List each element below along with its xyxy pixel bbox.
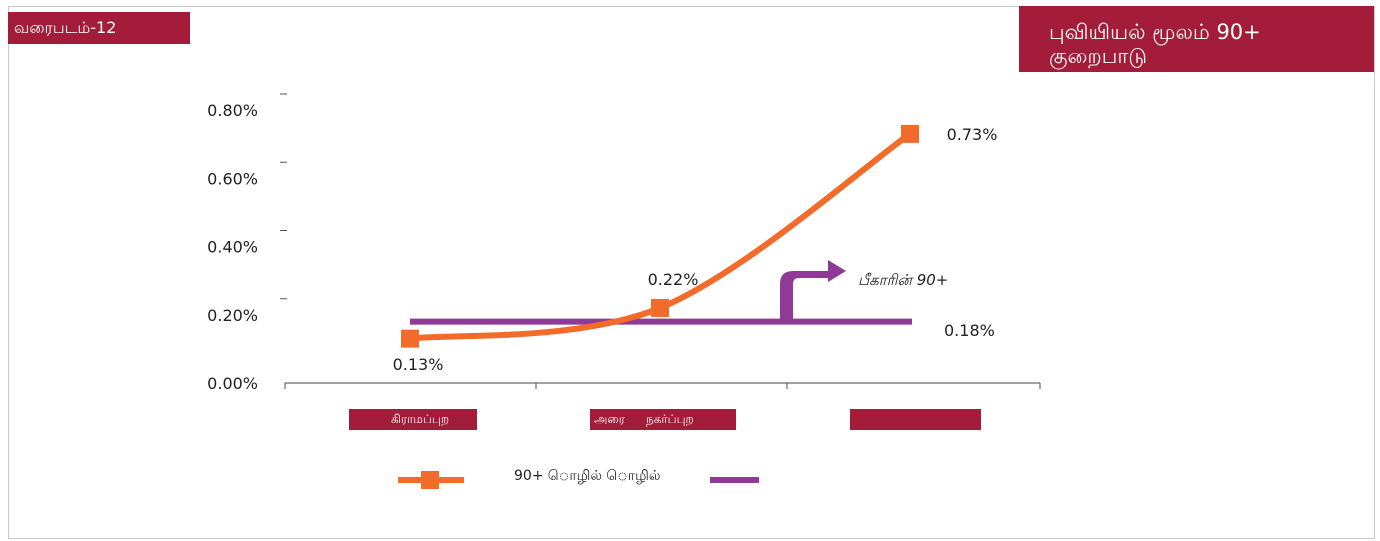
data-label: 0.13%	[393, 355, 444, 374]
y-tick-label: 0.60%	[207, 169, 258, 188]
category-label-semi-urban: அரை நகர்ப்புற	[590, 409, 736, 430]
annotation-label: பீகாரின் 90+	[858, 271, 948, 289]
category-label-urban	[850, 409, 981, 430]
data-label: 0.22%	[648, 270, 699, 289]
category-label-rural: கிராமப்புற	[349, 409, 477, 430]
figure-label: வரைபடம்-12	[8, 12, 190, 44]
legend-series-marker	[421, 471, 439, 489]
y-tick-label: 0.00%	[207, 374, 258, 393]
reference-value-label: 0.18%	[944, 321, 995, 340]
chart-title: புவியியல் மூலம் 90+ குறைபாடு	[1019, 6, 1374, 72]
y-tick-label: 0.20%	[207, 306, 258, 325]
y-tick-label: 0.40%	[207, 238, 258, 257]
data-point-marker	[401, 329, 419, 348]
legend-label: 90+ ொழில் ொழில்	[514, 468, 661, 484]
data-label: 0.73%	[947, 125, 998, 144]
chart-frame	[8, 6, 1375, 539]
y-tick-label: 0.80%	[207, 101, 258, 120]
annotation-arrow	[780, 260, 846, 320]
data-point-marker	[901, 124, 919, 143]
data-point-marker	[651, 298, 669, 317]
x-tick-marks	[284, 383, 1041, 389]
